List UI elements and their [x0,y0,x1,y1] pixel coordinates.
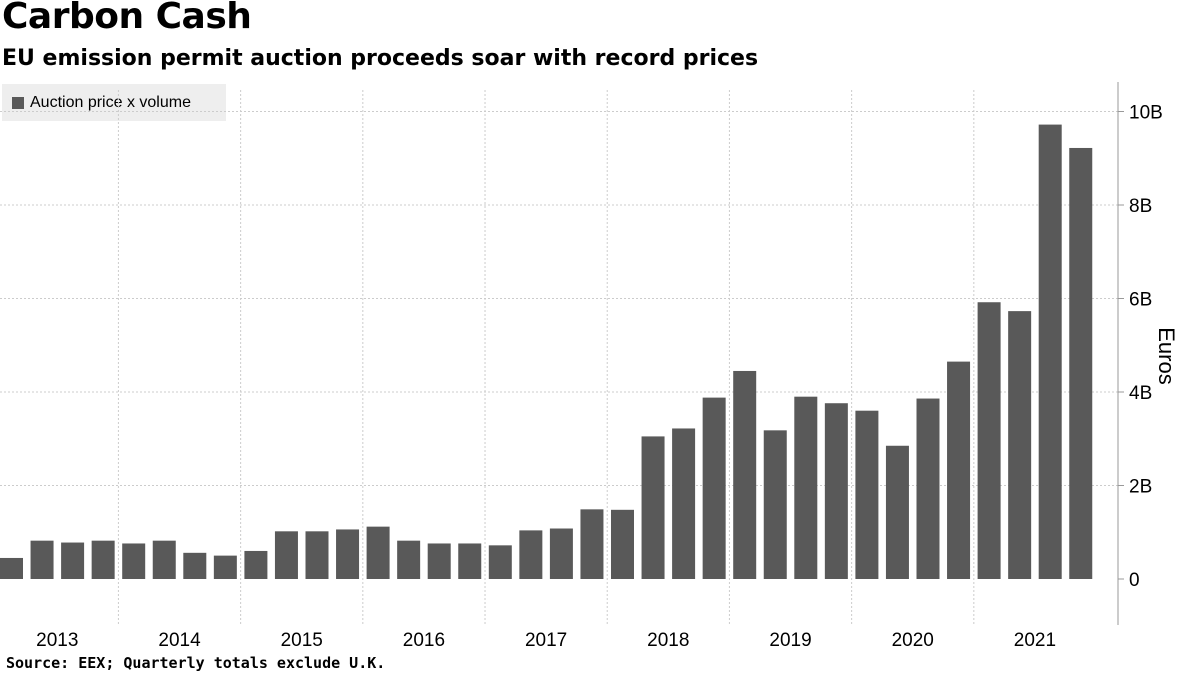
bar [91,540,115,579]
legend-label: Auction price x volume [30,93,191,111]
x-tick-label: 2015 [281,630,323,651]
bar [672,428,696,579]
bar [794,396,818,579]
bar [305,531,329,579]
bar [458,543,482,579]
y-axis-label: Euros [1154,327,1179,385]
bar [885,445,909,579]
bar [488,545,512,579]
x-tick-label: 2018 [647,630,689,651]
bar [611,509,634,579]
chart-subtitle: EU emission permit auction proceeds soar… [2,46,759,71]
y-tick-label: 8B [1129,196,1152,217]
bar [947,361,971,579]
bar [1038,124,1062,579]
source-note: Source: EEX; Quarterly totals exclude U.… [6,654,386,672]
x-tick-label: 2014 [158,630,201,651]
y-tick-label: 4B [1129,383,1152,404]
bar [702,397,726,579]
bar [274,531,298,579]
bar [183,552,207,579]
y-tick-label: 6B [1129,290,1152,311]
y-tick-label: 0 [1129,570,1140,591]
bar [641,436,665,579]
bar [397,540,421,579]
bar [61,542,85,579]
chart-title: Carbon Cash [2,0,252,37]
bar [733,370,757,579]
bar [763,430,787,579]
bar [152,540,176,579]
bar [122,543,146,579]
bars-layer [0,124,1093,579]
bar [244,550,268,579]
x-tick-label: 2019 [769,630,811,651]
bar [855,410,879,579]
bar [1069,147,1093,579]
bar [977,302,1001,579]
legend: Auction price x volume [2,84,226,121]
bar [366,526,390,579]
x-tick-label: 2017 [525,630,567,651]
bar [30,540,54,579]
x-tick-label: 2021 [1014,630,1056,651]
bar [213,555,237,579]
legend-swatch [12,96,24,109]
x-tick-label: 2013 [36,630,78,651]
bar [519,530,543,579]
y-tick-label: 2B [1129,477,1152,498]
x-tick-label: 2020 [892,630,934,651]
x-tick-label: 2016 [403,630,445,651]
bar [427,543,451,579]
bar [580,509,604,579]
bar [1008,311,1032,579]
y-tick-label: 10B [1129,103,1163,124]
bar [916,398,940,579]
bar [0,557,23,579]
axis-layer: 0 2B 4B 6B 8B 10B 2013 2014 2015 2016 2017 2018 2019… [36,82,1163,651]
bar [549,528,573,579]
grid-layer [0,90,1118,625]
bar [824,403,848,579]
bar [336,529,360,579]
